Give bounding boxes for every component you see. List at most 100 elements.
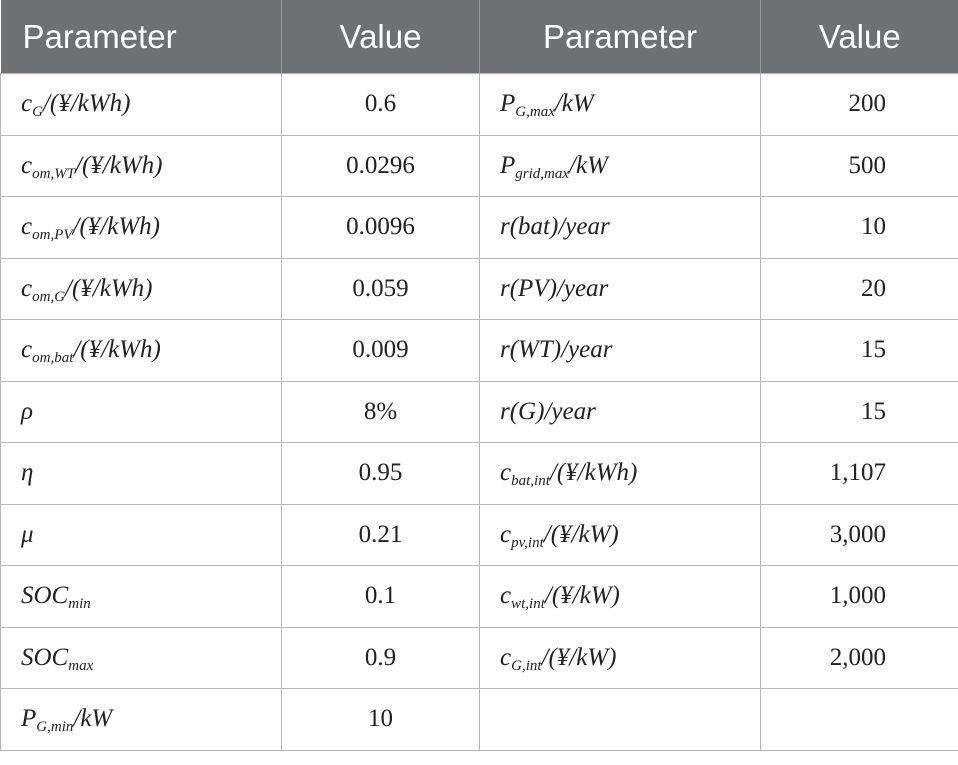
parameter-main: r(PV)/year (500, 274, 609, 302)
parameter-main: P (21, 705, 37, 733)
value-cell: 500 (760, 134, 958, 197)
parameter-tail: /(¥/kWh) (73, 336, 161, 364)
header-row: Parameter Value Parameter Value (0, 0, 958, 74)
parameter-cell: μ (0, 503, 282, 566)
value-cell: 1,000 (760, 565, 958, 628)
parameter-main: η (21, 459, 34, 487)
parameter-main: SOC (21, 582, 69, 610)
parameter-main: c (21, 274, 33, 302)
parameter-tail: /(¥/kWh) (72, 213, 160, 241)
parameter-cell: r(G)/year (479, 380, 761, 443)
value-cell: 0.0296 (281, 134, 480, 197)
parameter-tail: /(¥/kW) (544, 582, 620, 610)
table-header: Parameter Value Parameter Value (0, 0, 958, 74)
parameter-sub: G,max (515, 104, 555, 121)
value-cell: 0.95 (281, 442, 480, 505)
value-cell: 0.009 (281, 319, 480, 382)
table-row: com,G/(¥/kWh) 0.059 r(PV)/year 20 (0, 257, 958, 320)
parameter-main: c (500, 459, 512, 487)
value-cell: 0.21 (281, 503, 480, 566)
parameter-main: μ (21, 520, 34, 548)
parameter-main: c (21, 90, 33, 118)
value-cell: 2,000 (760, 626, 958, 689)
table-row: SOCmin 0.1 cwt,int/(¥/kW) 1,000 (0, 565, 958, 628)
parameter-tail: /(¥/kWh) (42, 90, 131, 118)
parameter-sub: om,WT (32, 165, 76, 182)
parameter-tail: /(¥/kWh) (75, 151, 163, 179)
table-row: com,PV/(¥/kWh) 0.0096 r(bat)/year 10 (0, 196, 958, 259)
parameter-cell: cwt,int/(¥/kW) (479, 565, 761, 628)
parameter-tail: /(¥/kWh) (65, 274, 153, 302)
parameter-sub: max (68, 657, 94, 674)
parameter-sub: om,PV (32, 227, 73, 244)
parameter-cell: cbat,int/(¥/kWh) (479, 442, 761, 505)
value-cell: 8% (281, 380, 480, 443)
parameter-main: P (500, 90, 516, 118)
parameter-main: c (500, 582, 512, 610)
value-cell: 10 (281, 688, 480, 751)
parameter-main: c (500, 643, 512, 671)
parameter-cell: r(PV)/year (479, 257, 761, 320)
parameter-main: r(G)/year (500, 397, 596, 425)
table-row: SOCmax 0.9 cG,int/(¥/kW) 2,000 (0, 626, 958, 689)
parameter-main: ρ (21, 397, 33, 425)
value-cell (760, 688, 958, 751)
parameter-cell: PG,max/kW (479, 73, 761, 136)
table-row: ρ 8% r(G)/year 15 (0, 380, 958, 443)
header-cell: Parameter (0, 0, 282, 74)
table-row: PG,min/kW 10 (0, 688, 958, 751)
parameter-sub: G (32, 104, 43, 121)
value-cell: 0.6 (281, 73, 480, 136)
parameter-tail: /kW (73, 705, 113, 733)
value-cell: 0.059 (281, 257, 480, 320)
table-row: com,bat/(¥/kWh) 0.009 r(WT)/year 15 (0, 319, 958, 382)
parameter-sub: om,G (32, 288, 66, 305)
parameter-cell: com,bat/(¥/kWh) (0, 319, 282, 382)
table-row: η 0.95 cbat,int/(¥/kWh) 1,107 (0, 442, 958, 505)
parameter-cell: com,WT/(¥/kWh) (0, 134, 282, 197)
parameter-tail: /(¥/kW) (541, 643, 617, 671)
parameter-sub: wt,int (511, 596, 545, 613)
parameter-sub: pv,int (511, 534, 544, 551)
parameter-sub: grid,max (515, 165, 570, 182)
parameter-tail: /kW (569, 151, 608, 179)
parameter-sub: om,bat (32, 350, 74, 367)
parameter-cell: SOCmin (0, 565, 282, 628)
table-row: com,WT/(¥/kWh) 0.0296 Pgrid,max/kW 500 (0, 134, 958, 197)
parameter-main: P (500, 151, 516, 179)
parameter-tail: /(¥/kWh) (549, 459, 638, 487)
value-cell: 15 (760, 380, 958, 443)
table-row: μ 0.21 cpv,int/(¥/kW) 3,000 (0, 503, 958, 566)
parameter-cell: r(bat)/year (479, 196, 761, 259)
value-cell: 0.0096 (281, 196, 480, 259)
parameter-main: SOC (21, 643, 69, 671)
parameter-main: r(bat)/year (500, 213, 610, 241)
value-cell: 0.1 (281, 565, 480, 628)
parameter-main: c (500, 520, 512, 548)
parameter-cell: cG,int/(¥/kW) (479, 626, 761, 689)
value-cell: 0.9 (281, 626, 480, 689)
header-cell: Value (281, 0, 480, 74)
parameter-main: c (21, 213, 33, 241)
header-cell: Value (760, 0, 958, 74)
value-cell: 15 (760, 319, 958, 382)
parameter-main: r(WT)/year (500, 336, 613, 364)
parameter-cell: com,PV/(¥/kWh) (0, 196, 282, 259)
parameter-cell: SOCmax (0, 626, 282, 689)
parameter-cell: PG,min/kW (0, 688, 282, 751)
value-cell: 10 (760, 196, 958, 259)
parameter-cell: Pgrid,max/kW (479, 134, 761, 197)
parameter-cell: r(WT)/year (479, 319, 761, 382)
parameter-tail: /(¥/kW) (543, 520, 619, 548)
parameter-sub: G,min (36, 719, 74, 736)
value-cell: 3,000 (760, 503, 958, 566)
parameter-sub: bat,int (511, 473, 550, 490)
parameter-cell: cpv,int/(¥/kW) (479, 503, 761, 566)
table-row: cG/(¥/kWh) 0.6 PG,max/kW 200 (0, 73, 958, 136)
value-cell: 1,107 (760, 442, 958, 505)
parameter-cell: η (0, 442, 282, 505)
parameter-cell: ρ (0, 380, 282, 443)
parameter-main: c (21, 336, 33, 364)
